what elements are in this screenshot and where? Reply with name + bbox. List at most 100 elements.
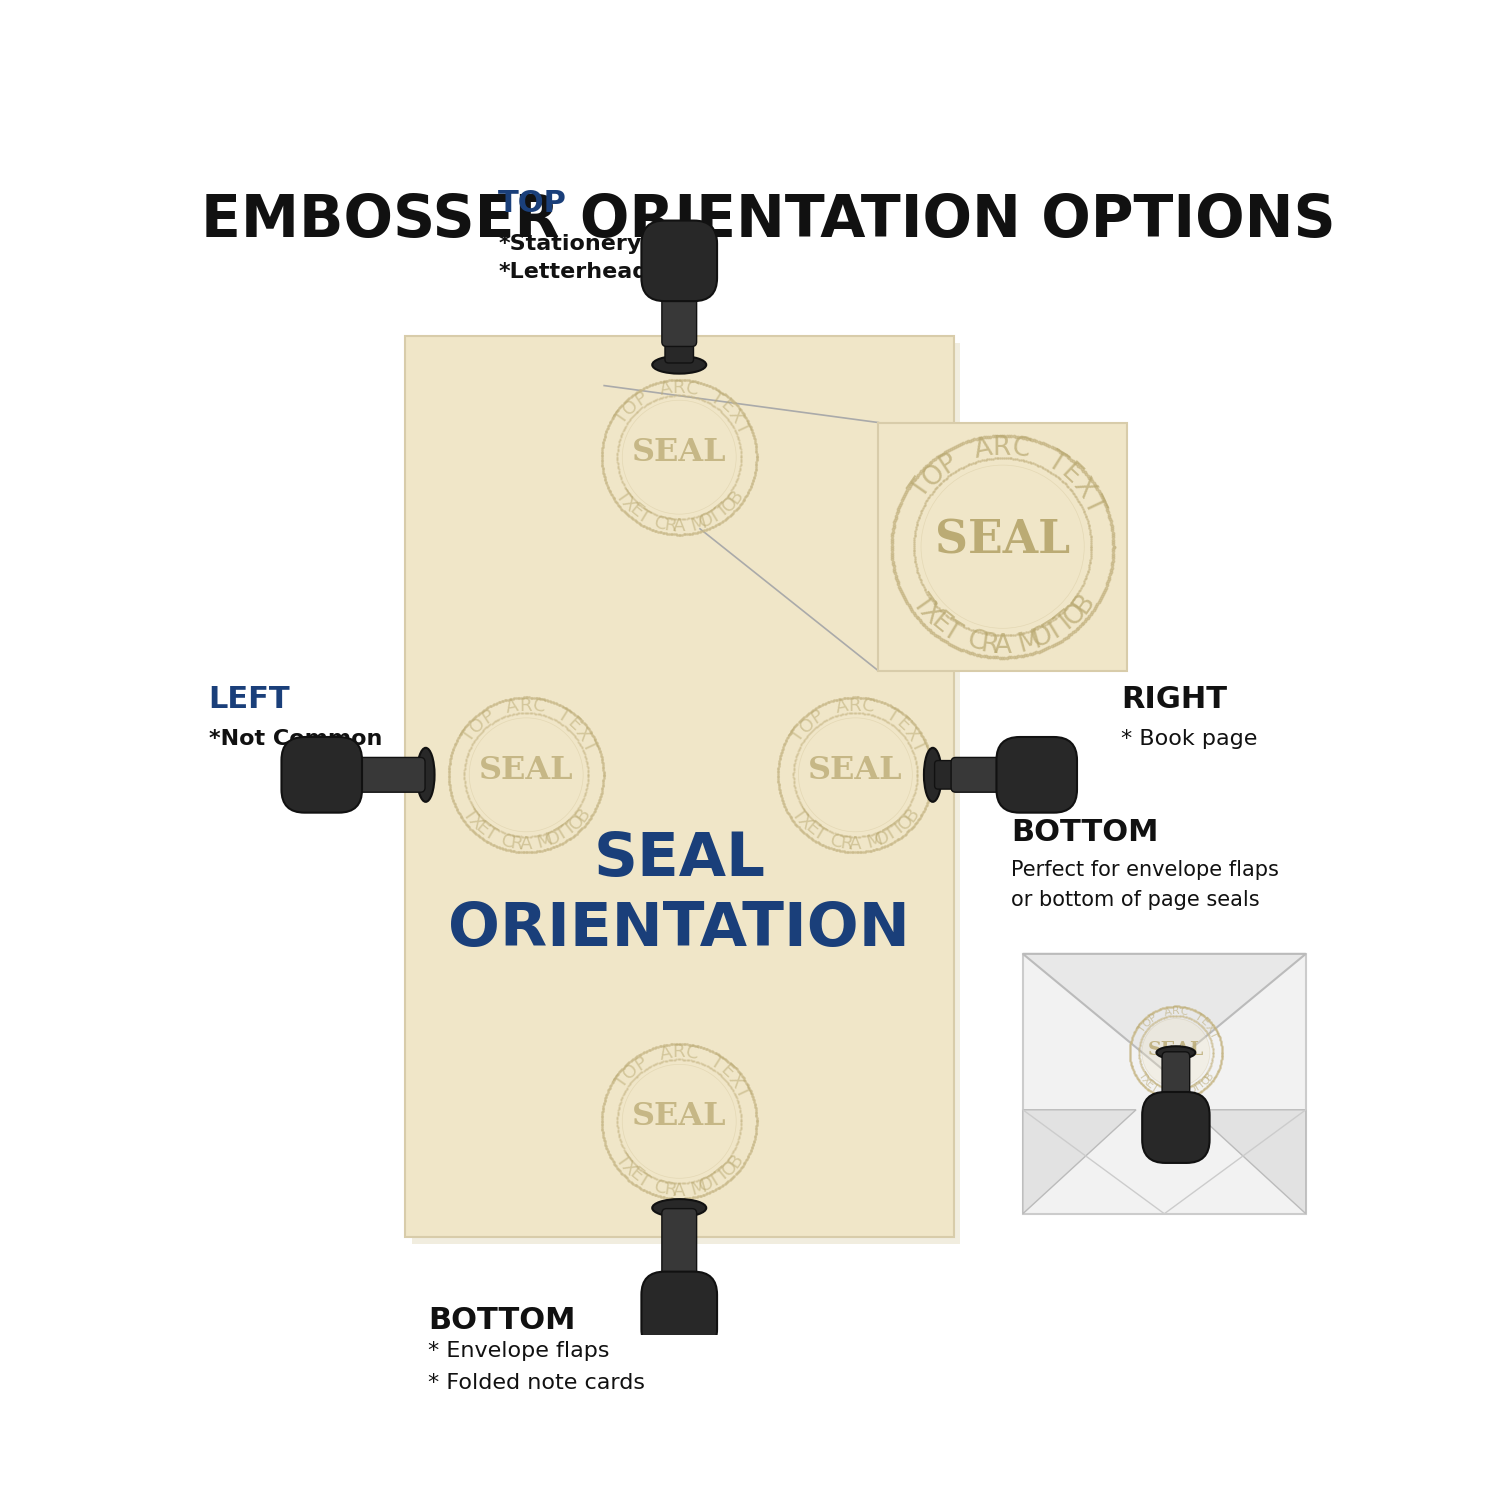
Text: X: X	[618, 1158, 639, 1179]
Text: T: T	[1136, 1023, 1148, 1035]
Text: P: P	[478, 706, 498, 728]
Text: C: C	[652, 513, 669, 534]
FancyBboxPatch shape	[405, 336, 954, 1238]
Text: SEAL
ORIENTATION: SEAL ORIENTATION	[448, 830, 910, 958]
Text: M: M	[688, 513, 708, 534]
Text: T: T	[459, 726, 480, 746]
Text: RIGHT: RIGHT	[1120, 684, 1227, 714]
Text: T: T	[480, 824, 500, 844]
Text: O: O	[718, 1156, 741, 1180]
Text: A: A	[1172, 1089, 1179, 1100]
Text: R: R	[978, 632, 1000, 658]
FancyBboxPatch shape	[1023, 954, 1306, 1214]
Text: X: X	[1066, 474, 1100, 504]
Text: X: X	[900, 724, 922, 744]
Text: X: X	[724, 406, 747, 427]
Text: C: C	[1010, 435, 1032, 463]
Text: A: A	[674, 518, 686, 536]
Text: O: O	[620, 1060, 642, 1083]
Text: E: E	[1198, 1017, 1210, 1029]
Text: R: R	[672, 380, 686, 398]
Text: *Stationery: *Stationery	[498, 234, 642, 254]
Text: * Book page: * Book page	[1120, 729, 1257, 750]
Text: BOTTOM: BOTTOM	[427, 1306, 576, 1335]
Text: C: C	[500, 831, 516, 852]
Text: M: M	[864, 831, 883, 852]
Text: T: T	[906, 476, 936, 504]
Text: T: T	[1208, 1030, 1219, 1041]
Text: T: T	[612, 408, 633, 428]
Text: T: T	[788, 804, 810, 825]
Text: A: A	[657, 380, 674, 399]
Text: C: C	[963, 627, 988, 657]
Text: R: R	[662, 516, 678, 536]
Text: E: E	[1056, 459, 1086, 489]
Text: *Not Common: *Not Common	[209, 729, 382, 750]
Polygon shape	[1192, 1110, 1306, 1214]
Text: E: E	[1144, 1078, 1155, 1090]
Text: T: T	[706, 1170, 724, 1191]
Text: T: T	[706, 1052, 726, 1074]
Text: E: E	[717, 396, 736, 417]
Text: O: O	[620, 396, 642, 418]
Text: R: R	[1172, 1007, 1179, 1017]
Text: O: O	[1059, 598, 1092, 630]
Ellipse shape	[924, 748, 942, 802]
Polygon shape	[1023, 954, 1306, 1071]
Text: A: A	[834, 698, 849, 717]
Text: T: T	[1042, 447, 1070, 478]
Text: A: A	[972, 435, 994, 463]
Text: A: A	[993, 633, 1011, 658]
Text: M: M	[688, 1178, 708, 1198]
Text: P: P	[934, 448, 962, 478]
Text: T: T	[1192, 1082, 1203, 1094]
Text: O: O	[873, 827, 894, 849]
Text: T: T	[882, 824, 902, 844]
Text: E: E	[626, 1164, 645, 1185]
Text: C: C	[652, 1178, 669, 1198]
Text: T: T	[554, 705, 573, 728]
FancyBboxPatch shape	[951, 758, 1024, 792]
Text: SEAL: SEAL	[934, 518, 1070, 562]
Text: T: T	[1136, 1071, 1148, 1082]
Text: E: E	[626, 500, 645, 522]
Text: SEAL: SEAL	[1148, 1041, 1204, 1059]
Text: * Envelope flaps: * Envelope flaps	[427, 1341, 609, 1360]
Text: O: O	[1200, 1074, 1214, 1088]
Text: O: O	[696, 510, 717, 532]
Text: R: R	[662, 1180, 678, 1200]
Text: T: T	[560, 818, 580, 839]
Text: T: T	[890, 818, 909, 839]
Text: T: T	[1041, 616, 1068, 646]
Text: O: O	[916, 459, 950, 492]
Text: X: X	[1203, 1023, 1215, 1035]
Text: P: P	[632, 388, 651, 410]
Text: P: P	[632, 1053, 651, 1074]
Text: TOP: TOP	[498, 189, 567, 217]
FancyBboxPatch shape	[282, 736, 362, 813]
Circle shape	[622, 1065, 736, 1179]
FancyBboxPatch shape	[352, 758, 424, 792]
Text: X: X	[1140, 1074, 1152, 1088]
Text: E: E	[717, 1060, 736, 1082]
Text: EMBOSSER ORIENTATION OPTIONS: EMBOSSER ORIENTATION OPTIONS	[201, 192, 1336, 249]
Text: BOTTOM: BOTTOM	[1011, 818, 1160, 848]
Ellipse shape	[1156, 1046, 1196, 1059]
FancyBboxPatch shape	[1162, 1052, 1190, 1107]
Text: P: P	[808, 706, 826, 728]
Text: SEAL: SEAL	[632, 1101, 726, 1132]
Text: C: C	[1160, 1086, 1170, 1098]
Text: B: B	[572, 804, 594, 825]
Text: X: X	[618, 494, 639, 514]
Text: C: C	[684, 1042, 699, 1064]
Text: T: T	[1192, 1011, 1203, 1023]
Text: E: E	[801, 818, 822, 839]
Text: T: T	[906, 590, 936, 618]
Text: T: T	[554, 824, 572, 844]
Text: A: A	[520, 836, 532, 854]
Ellipse shape	[417, 748, 435, 802]
Text: O: O	[1186, 1084, 1198, 1096]
Text: T: T	[712, 1164, 734, 1185]
FancyBboxPatch shape	[1164, 1053, 1186, 1072]
Text: R: R	[993, 435, 1011, 460]
